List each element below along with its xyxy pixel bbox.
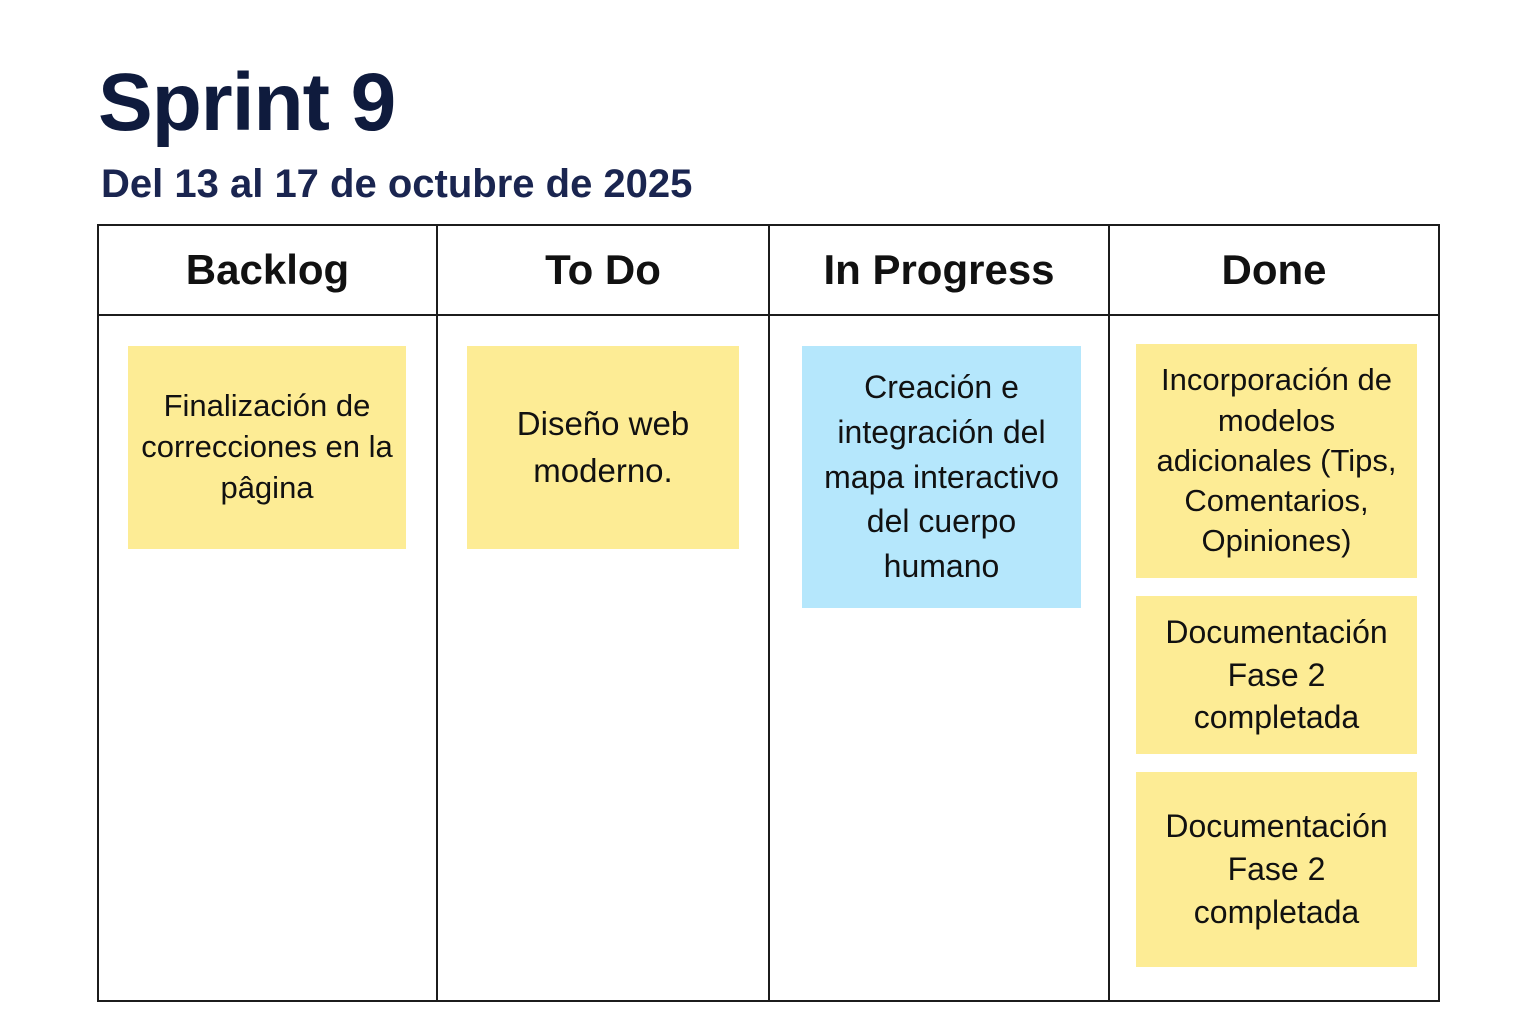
task-card[interactable]: Documentación Fase 2 completada (1136, 596, 1417, 754)
column-in-progress: Creación e integración del mapa interact… (770, 316, 1110, 1000)
task-card-text: Incorporación de modelos adicionales (Ti… (1156, 362, 1397, 559)
page-title: Sprint 9 (98, 57, 396, 148)
task-card[interactable]: Documentación Fase 2 completada (1136, 772, 1417, 967)
task-card[interactable]: Finalización de correcciones en la pâgin… (128, 346, 406, 549)
column-header-todo: To Do (438, 226, 770, 316)
task-card-text: Documentación Fase 2 completada (1165, 613, 1388, 736)
sprint-date-range: Del 13 al 17 de octubre de 2025 (101, 162, 693, 206)
task-card-text: Finalización de correcciones en la pâgin… (141, 388, 393, 505)
task-card[interactable]: Diseño web moderno. (467, 346, 739, 549)
column-header-done: Done (1110, 226, 1438, 316)
column-todo: Diseño web moderno. (438, 316, 770, 1000)
column-backlog: Finalización de correcciones en la pâgin… (99, 316, 438, 1000)
task-card-text: Documentación Fase 2 completada (1165, 808, 1388, 930)
task-card[interactable]: Creación e integración del mapa interact… (802, 346, 1081, 608)
task-card-text: Creación e integración del mapa interact… (824, 369, 1059, 585)
kanban-board: Backlog To Do In Progress Done Finalizac… (97, 224, 1440, 1002)
column-header-in-progress: In Progress (770, 226, 1110, 316)
task-card-text: Diseño web moderno. (516, 405, 690, 489)
column-header-backlog: Backlog (99, 226, 438, 316)
column-done: Incorporación de modelos adicionales (Ti… (1110, 316, 1438, 1000)
task-card[interactable]: Incorporación de modelos adicionales (Ti… (1136, 344, 1417, 578)
